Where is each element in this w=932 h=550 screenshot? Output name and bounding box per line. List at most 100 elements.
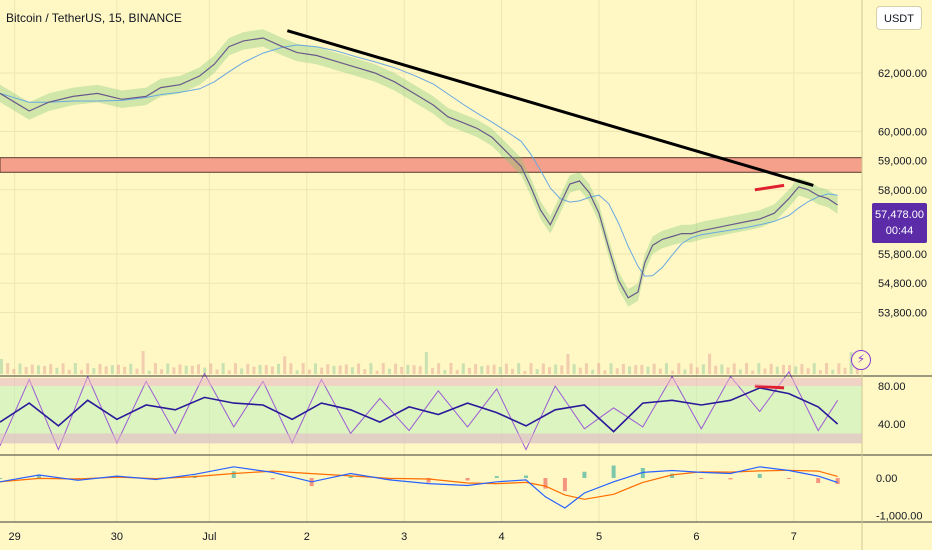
volume-bar xyxy=(511,368,515,374)
price-line[interactable] xyxy=(0,37,838,299)
volume-bar xyxy=(394,363,398,374)
price-tick-label: 60,000.00 xyxy=(878,126,927,138)
volume-bar xyxy=(837,363,841,374)
price-axis[interactable]: 62,000.00 60,000.00 59,000.00 58,000.00 55,8… xyxy=(876,68,927,523)
price-tick-label: 58,000.00 xyxy=(878,185,927,197)
macd-bar xyxy=(699,478,704,479)
volume-bar xyxy=(270,366,274,374)
time-axis[interactable]: 29 30 Jul 2 3 4 5 6 7 xyxy=(8,531,796,543)
volume-bar xyxy=(307,369,311,374)
volume-bar xyxy=(480,366,484,374)
volume-bar xyxy=(332,365,336,374)
volume-bar xyxy=(400,366,404,374)
volume-bar xyxy=(301,363,305,374)
volume-bar xyxy=(683,369,687,374)
volume-bar xyxy=(831,369,835,374)
volume-bar xyxy=(387,368,391,374)
volume-bar xyxy=(566,353,570,374)
volume-bar xyxy=(781,364,785,374)
volume-bar xyxy=(474,364,478,374)
macd-bar xyxy=(816,478,821,483)
volume-bar xyxy=(129,363,133,374)
macd-bar xyxy=(270,478,275,480)
volume-bar xyxy=(197,364,201,374)
macd-bar xyxy=(562,478,567,492)
volume-bar xyxy=(24,367,28,374)
volume-bar xyxy=(67,369,71,374)
volume-bar xyxy=(0,359,3,374)
volume-bar xyxy=(658,368,662,374)
volume-bar xyxy=(147,370,151,374)
volume-bar xyxy=(320,367,324,374)
volume-bar xyxy=(603,370,607,374)
volume-bar xyxy=(190,365,194,374)
volume-bar xyxy=(529,363,533,374)
macd-bar xyxy=(582,471,587,478)
macd-bar xyxy=(523,475,528,478)
volume-bar xyxy=(547,367,551,374)
volume-bar xyxy=(745,363,749,374)
volume-bar xyxy=(18,363,22,374)
trendline[interactable] xyxy=(286,29,814,187)
time-tick-label: 3 xyxy=(401,531,407,543)
volume-bar xyxy=(431,368,434,374)
lightning-icon[interactable]: ⚡ xyxy=(851,350,871,370)
volume-bar xyxy=(49,364,53,374)
volume-bar xyxy=(338,365,342,374)
volume-bar xyxy=(591,369,595,374)
price-tick-label: 59,000.00 xyxy=(878,156,927,168)
volume-bar xyxy=(6,363,10,374)
volume-bar xyxy=(628,366,632,374)
volume-bar xyxy=(240,368,244,374)
time-tick-label: 30 xyxy=(111,531,123,543)
volume-bar xyxy=(738,369,742,374)
volume-bar xyxy=(671,370,675,374)
volume-bar xyxy=(412,365,416,374)
volume-bar xyxy=(449,363,453,374)
volume-bar xyxy=(92,368,96,374)
volume-bar xyxy=(110,365,114,374)
volume-bar xyxy=(283,356,287,374)
volume-bar xyxy=(98,363,102,374)
macd-line xyxy=(0,466,838,509)
currency-unit-button[interactable]: USDT xyxy=(876,6,922,30)
volume-bar xyxy=(350,367,354,374)
volume-bar xyxy=(80,370,84,374)
volume-bar xyxy=(757,363,761,374)
volume-bar xyxy=(572,364,576,374)
volume-bar xyxy=(264,365,268,374)
volume-bar xyxy=(794,366,798,374)
volume-bar xyxy=(215,369,219,374)
time-tick-label: 29 xyxy=(8,531,20,543)
time-tick-label: Jul xyxy=(202,531,216,543)
volume-bar xyxy=(695,367,699,374)
volume-bar xyxy=(818,370,822,374)
volume-bar xyxy=(498,366,502,374)
macd-bar xyxy=(494,476,499,478)
last-price: 57,478.00 xyxy=(875,209,924,221)
volume-bar xyxy=(443,370,447,374)
volume-bar xyxy=(406,364,410,374)
volume-bar xyxy=(73,363,77,374)
volume-bar xyxy=(708,353,712,374)
volume-bar xyxy=(664,363,668,374)
macd-tick-label: -1,000.00 xyxy=(876,511,922,523)
volume-bar xyxy=(812,363,816,374)
volume-bar xyxy=(504,363,508,374)
volume-bar xyxy=(375,370,379,374)
volume-bar xyxy=(843,367,847,374)
symbol-title[interactable]: Bitcoin / TetherUS, 15, BINANCE xyxy=(6,11,182,25)
volume-bar xyxy=(621,363,625,374)
volume-bar xyxy=(424,352,428,374)
volume-bar xyxy=(153,363,157,374)
volume-bar xyxy=(277,363,281,374)
volume-bar xyxy=(763,368,767,374)
time-tick-label: 5 xyxy=(596,531,602,543)
volume-bar xyxy=(141,351,145,374)
macd-bar xyxy=(0,478,2,479)
macd-bar xyxy=(231,471,236,478)
moving-average-line xyxy=(0,44,838,277)
volume-bar xyxy=(233,363,237,374)
volume-bar xyxy=(55,367,59,374)
